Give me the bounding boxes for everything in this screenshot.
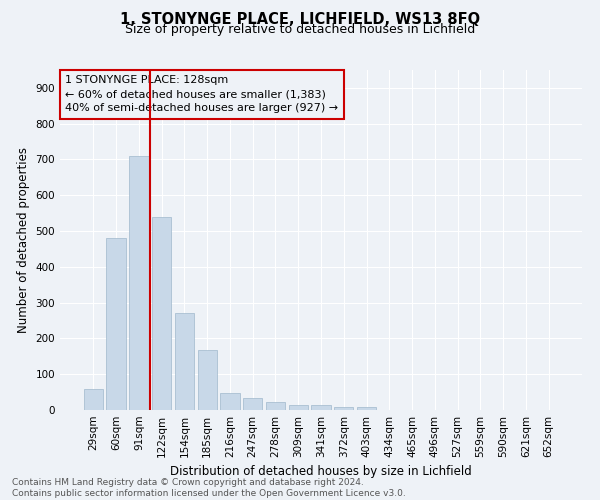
Text: 1, STONYNGE PLACE, LICHFIELD, WS13 8FQ: 1, STONYNGE PLACE, LICHFIELD, WS13 8FQ — [120, 12, 480, 28]
Bar — [289, 404, 308, 410]
Bar — [334, 407, 353, 410]
Bar — [84, 388, 103, 410]
Bar — [106, 238, 126, 410]
Text: Size of property relative to detached houses in Lichfield: Size of property relative to detached ho… — [125, 22, 475, 36]
Bar — [175, 314, 194, 410]
X-axis label: Distribution of detached houses by size in Lichfield: Distribution of detached houses by size … — [170, 466, 472, 478]
Bar — [220, 393, 239, 410]
Text: 1 STONYNGE PLACE: 128sqm
← 60% of detached houses are smaller (1,383)
40% of sem: 1 STONYNGE PLACE: 128sqm ← 60% of detach… — [65, 75, 338, 113]
Bar — [266, 402, 285, 410]
Bar — [197, 350, 217, 410]
Bar — [152, 216, 172, 410]
Bar — [311, 404, 331, 410]
Text: Contains HM Land Registry data © Crown copyright and database right 2024.
Contai: Contains HM Land Registry data © Crown c… — [12, 478, 406, 498]
Bar — [357, 407, 376, 410]
Bar — [129, 156, 149, 410]
Bar — [243, 398, 262, 410]
Y-axis label: Number of detached properties: Number of detached properties — [17, 147, 30, 333]
